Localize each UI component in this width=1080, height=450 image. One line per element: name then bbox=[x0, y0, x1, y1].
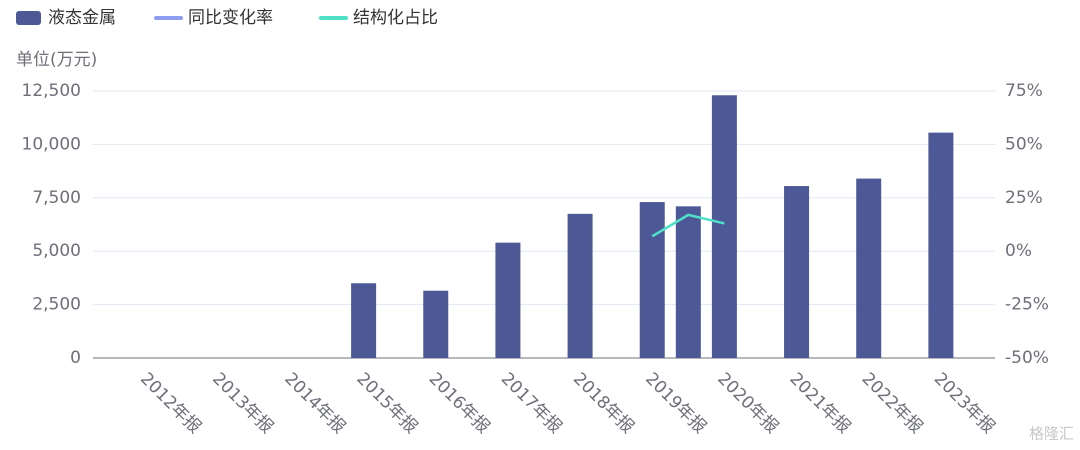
line bbox=[651, 213, 725, 238]
x-tick-label: 2021年报 bbox=[785, 369, 854, 438]
bar bbox=[711, 95, 737, 358]
y2-tick-label: -25% bbox=[1005, 295, 1049, 315]
y-tick-label: 5,000 bbox=[32, 241, 81, 261]
legend-label: 液态金属 bbox=[48, 8, 116, 28]
x-tick-label: 2017年报 bbox=[497, 369, 566, 438]
x-tick-label: 2013年报 bbox=[208, 369, 277, 438]
x-tick-label: 2019年报 bbox=[641, 369, 710, 438]
bar bbox=[639, 202, 665, 358]
x-tick-label: 2014年报 bbox=[280, 369, 349, 438]
y2-tick-label: 0% bbox=[1005, 241, 1032, 261]
y-tick-label: 7,500 bbox=[32, 188, 81, 208]
legend-label: 结构化占比 bbox=[353, 8, 438, 28]
bar bbox=[784, 186, 810, 358]
watermark: 格隆汇 bbox=[1029, 425, 1074, 443]
x-tick-label: 2015年报 bbox=[353, 369, 422, 438]
bar bbox=[928, 132, 954, 358]
y2-tick-label: 50% bbox=[1005, 134, 1043, 154]
bar bbox=[495, 242, 521, 358]
bar bbox=[856, 178, 882, 358]
x-tick-label: 2018年报 bbox=[569, 369, 638, 438]
legend-swatch bbox=[16, 11, 41, 25]
y-tick-label: 0 bbox=[70, 348, 81, 368]
x-tick-label: 2020年报 bbox=[713, 369, 782, 438]
legend-label: 同比变化率 bbox=[188, 8, 273, 28]
y-tick-label: 12,500 bbox=[22, 81, 81, 101]
bar bbox=[351, 283, 377, 358]
y2-tick-label: 75% bbox=[1005, 81, 1043, 101]
y2-tick-label: -50% bbox=[1005, 348, 1049, 368]
bar bbox=[567, 213, 593, 358]
y-axis-label: 单位(万元) bbox=[16, 50, 97, 70]
x-tick-label: 2016年报 bbox=[425, 369, 494, 438]
y-tick-label: 2,500 bbox=[32, 295, 81, 315]
y-tick-label: 10,000 bbox=[22, 134, 81, 154]
x-tick-label: 2022年报 bbox=[858, 369, 927, 438]
x-tick-label: 2012年报 bbox=[136, 369, 205, 438]
bar bbox=[675, 206, 701, 358]
y2-tick-label: 25% bbox=[1005, 188, 1043, 208]
bar bbox=[423, 290, 449, 358]
x-tick-label: 2023年报 bbox=[930, 369, 999, 438]
